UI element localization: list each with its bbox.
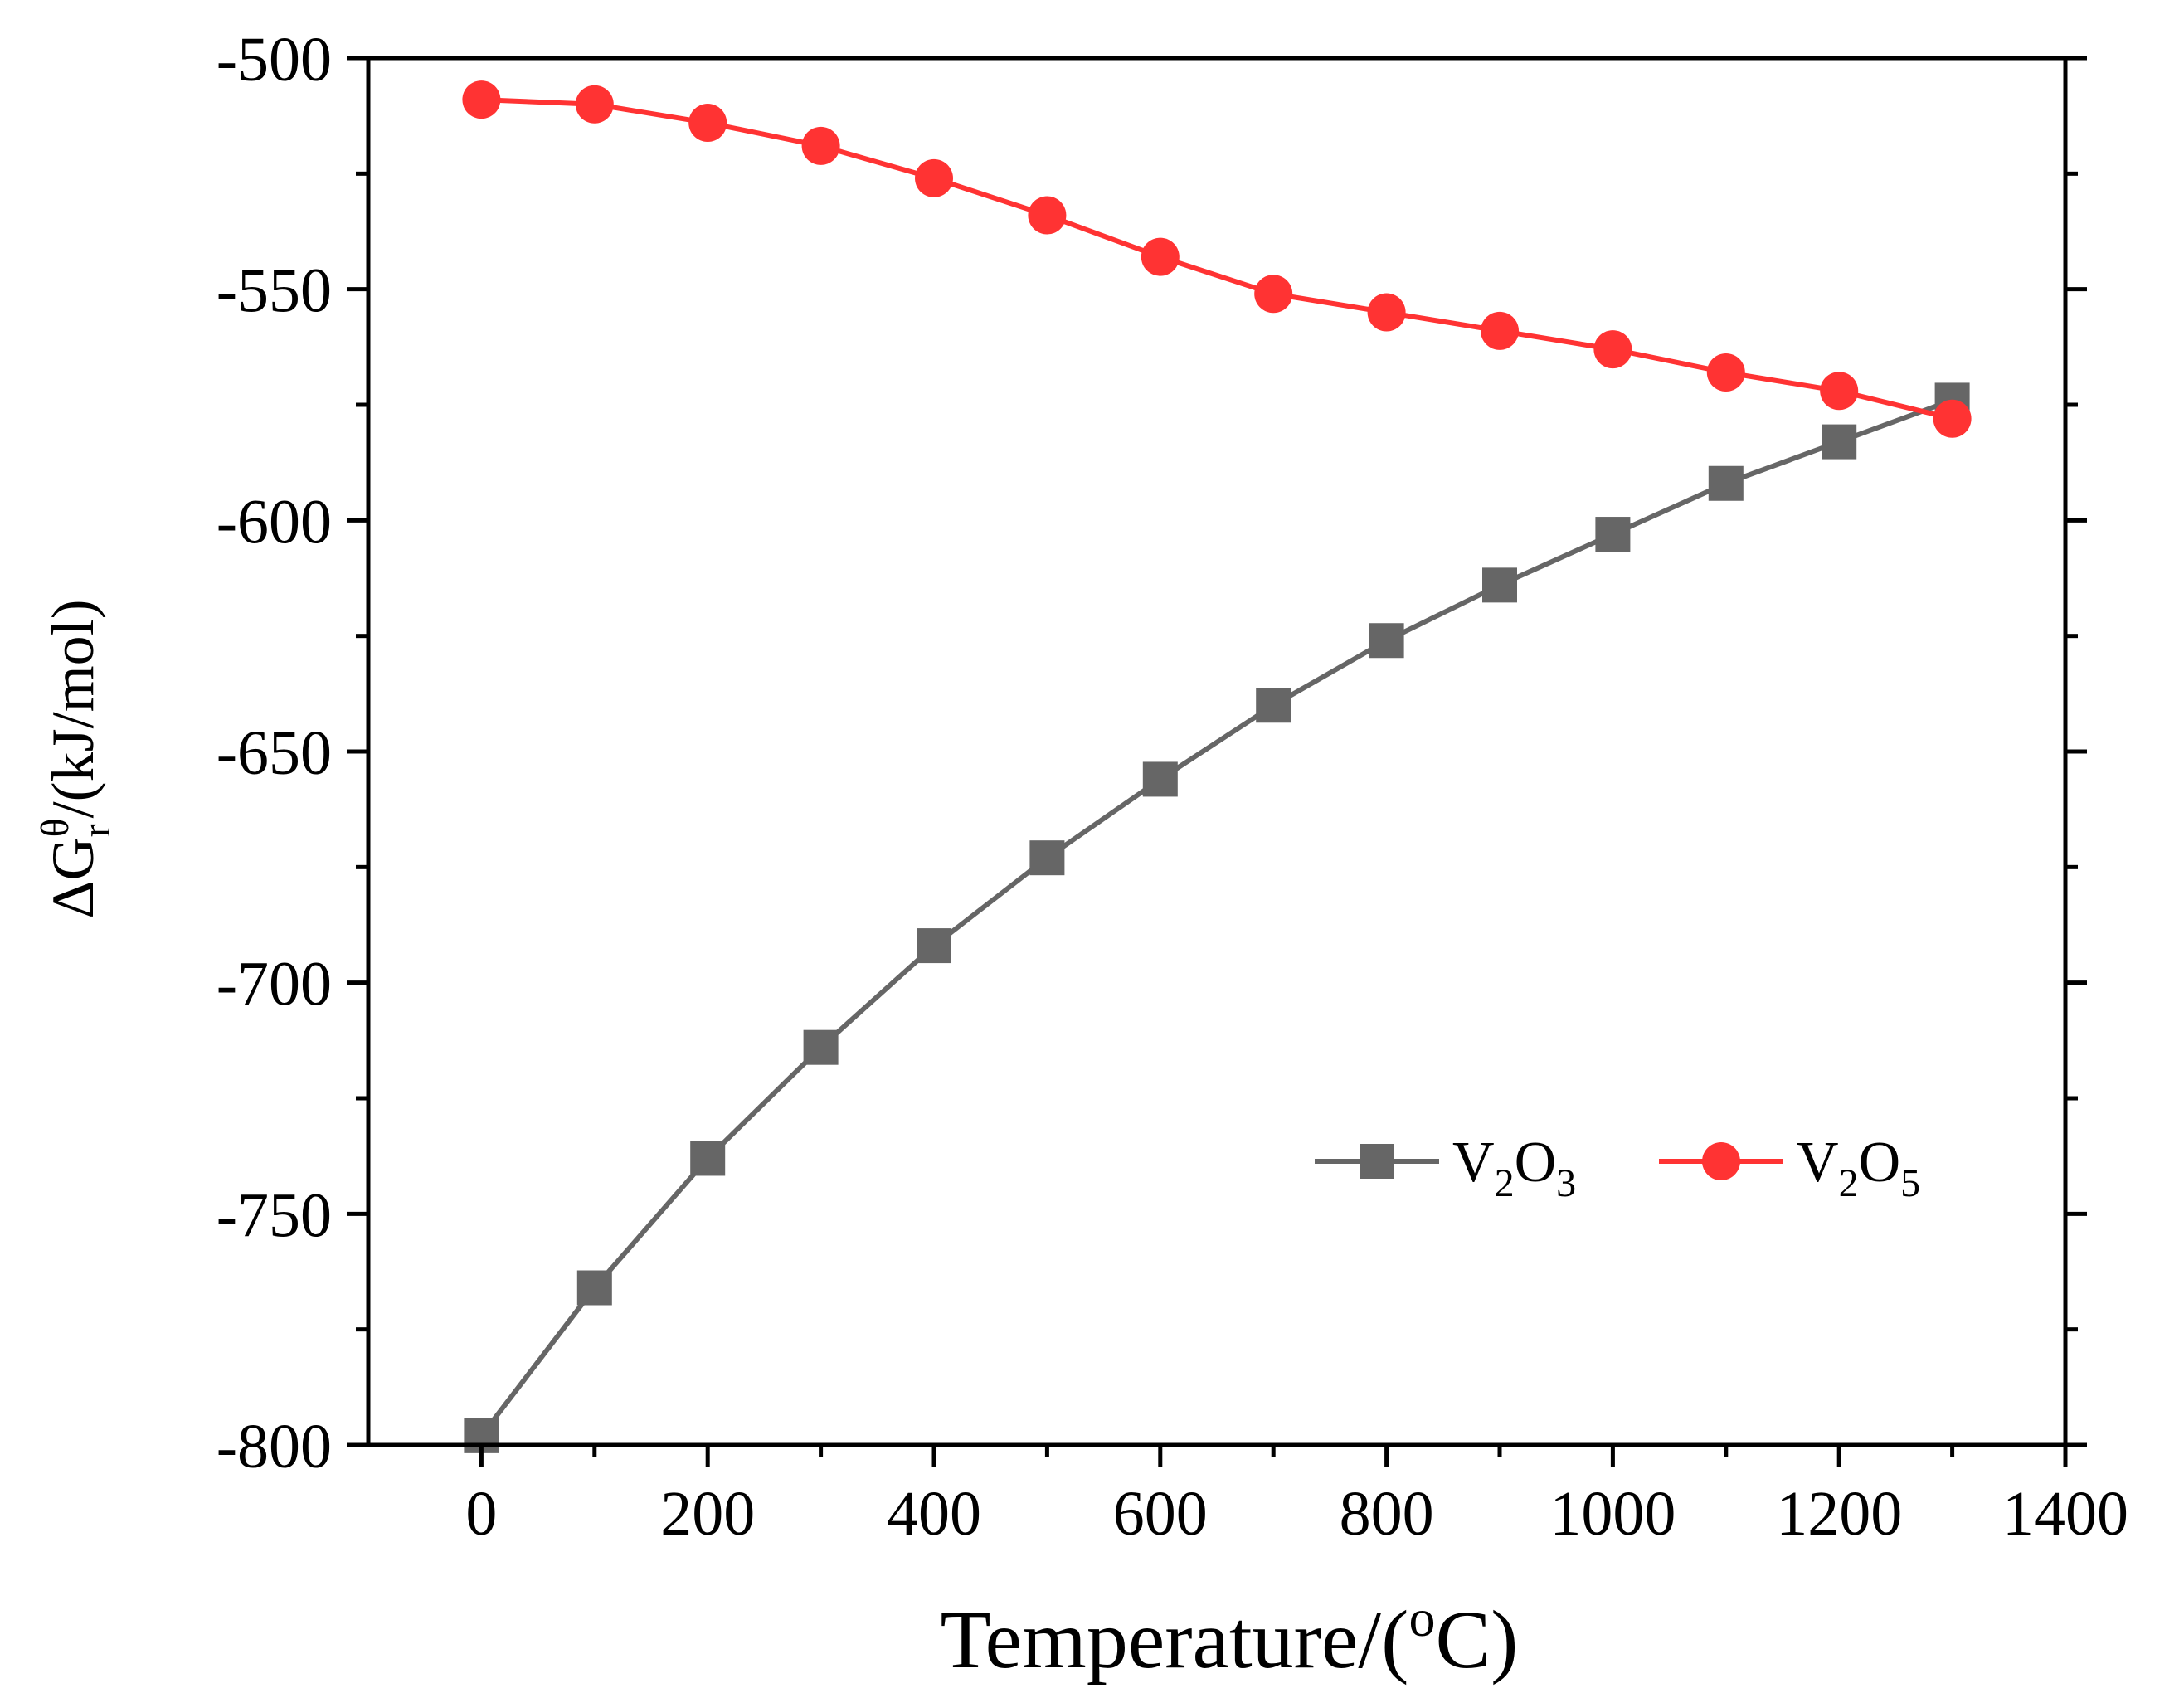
x-tick-label: 0 xyxy=(465,1479,497,1549)
data-point-V2O3 xyxy=(1822,424,1857,460)
y-tick-label: -750 xyxy=(216,1180,332,1250)
data-point-V2O5 xyxy=(1254,275,1293,314)
x-tick-label: 400 xyxy=(887,1479,981,1549)
tick-labels: 0 200 400 600 800 1000 1200 1400 -500 -550 -600 -65… xyxy=(216,25,2128,1549)
data-point-V2O5 xyxy=(1820,372,1859,411)
data-point-V2O3 xyxy=(1029,840,1065,876)
data-point-V2O5 xyxy=(1706,353,1745,392)
data-point-V2O3 xyxy=(1256,688,1291,723)
y-tick-label: -700 xyxy=(216,950,332,1019)
data-point-V2O5 xyxy=(1367,293,1406,332)
legend-label-part: V xyxy=(1797,1131,1839,1194)
data-point-V2O3 xyxy=(1482,567,1517,603)
data-point-V2O5 xyxy=(1933,399,1972,438)
y-tick-label: -550 xyxy=(216,256,332,326)
data-point-V2O3 xyxy=(1369,623,1404,659)
data-point-V2O5 xyxy=(1141,237,1180,276)
data-point-V2O3 xyxy=(917,928,951,964)
x-tick-label: 600 xyxy=(1113,1479,1208,1549)
data-point-V2O3 xyxy=(1142,761,1178,797)
y-tick-label: -600 xyxy=(216,487,332,557)
legend-label-part: O xyxy=(1859,1131,1901,1194)
legend: V2O3 V2O5 xyxy=(1315,1131,1920,1205)
legend-label-part: 2 xyxy=(1839,1161,1859,1205)
data-point-V2O3 xyxy=(1708,465,1744,501)
data-point-V2O5 xyxy=(801,126,840,165)
x-tick-label: 1000 xyxy=(1549,1479,1676,1549)
x-tick-label: 1200 xyxy=(1776,1479,1902,1549)
series-V2O5 xyxy=(462,80,1972,438)
y-tick-label: -500 xyxy=(216,25,332,95)
data-point-V2O5 xyxy=(1593,330,1632,369)
legend-label-part: V xyxy=(1452,1131,1495,1194)
data-point-V2O3 xyxy=(803,1029,839,1065)
legend-label: V2O5 xyxy=(1797,1131,1920,1205)
legend-label-part: O xyxy=(1515,1131,1557,1194)
legend-marker xyxy=(1702,1142,1740,1180)
y-axis-title: ΔGrθ/(kJ/mol) xyxy=(33,599,119,918)
data-point-V2O5 xyxy=(575,85,614,124)
y-tick-label: -800 xyxy=(216,1412,332,1481)
y-tick-label: -650 xyxy=(216,718,332,788)
legend-item-V2O3: V2O3 xyxy=(1315,1131,1576,1205)
legend-label-part: 2 xyxy=(1495,1161,1515,1205)
data-point-V2O3 xyxy=(1595,517,1631,552)
data-point-V2O3 xyxy=(690,1141,726,1176)
series-line-V2O3 xyxy=(479,397,1953,1438)
legend-label-part: 5 xyxy=(1900,1161,1920,1205)
x-axis-title: Temperature/(oC) xyxy=(941,1588,1519,1686)
data-point-V2O5 xyxy=(462,80,501,119)
data-point-V2O5 xyxy=(1481,311,1519,350)
data-point-V2O5 xyxy=(1028,196,1067,235)
data-point-V2O5 xyxy=(688,104,727,143)
plot-frame xyxy=(366,56,2068,1447)
legend-label: V2O3 xyxy=(1452,1131,1576,1205)
legend-label-part: 3 xyxy=(1556,1161,1576,1205)
ticks-layer xyxy=(347,56,2087,1467)
x-tick-label: 800 xyxy=(1340,1479,1434,1549)
series-layer xyxy=(462,80,1972,1453)
x-tick-label: 1400 xyxy=(2002,1479,2128,1549)
series-V2O3 xyxy=(464,382,1970,1453)
data-point-V2O3 xyxy=(576,1270,612,1306)
data-point-V2O5 xyxy=(915,158,953,197)
legend-marker xyxy=(1360,1144,1394,1179)
x-tick-label: 200 xyxy=(660,1479,755,1549)
legend-item-V2O5: V2O5 xyxy=(1659,1131,1920,1205)
series-line-V2O5 xyxy=(481,97,1953,421)
